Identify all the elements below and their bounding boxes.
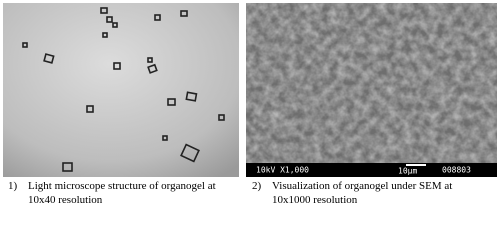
info-bar: [246, 163, 497, 177]
voltage-magnification: 10kV X1,000: [256, 166, 309, 175]
caption: 2) Visualization of organogel under SEM …: [252, 179, 477, 207]
scale-label: 10µm: [398, 167, 417, 176]
background: [3, 3, 239, 177]
caption-text: Light microscope structure of organogel …: [28, 180, 216, 206]
caption-number: 2): [252, 180, 262, 192]
image-id: 008803: [442, 166, 471, 175]
sem-image: 10kV X1,000 10µm 008803: [246, 3, 497, 177]
caption-number: 1): [8, 180, 18, 192]
light-microscope-image: [3, 3, 239, 177]
crystals: [22, 7, 225, 172]
page: {"figures": [ {"number": "1)", "caption"…: [3, 3, 497, 207]
caption: 1) Light microscope structure of organog…: [8, 179, 233, 207]
texture: [246, 3, 497, 163]
caption-text: Visualization of organogel under SEM at …: [272, 180, 453, 206]
